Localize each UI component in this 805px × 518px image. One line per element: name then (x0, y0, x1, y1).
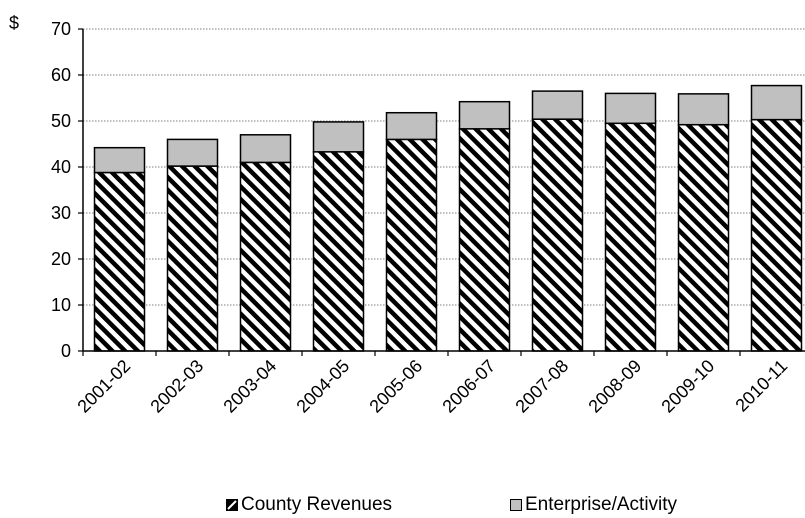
bar-county-revenues-2007-08 (531, 118, 584, 352)
bar-county-revenues-2001-02 (93, 171, 146, 352)
x-tick-label: 2009-10 (657, 356, 718, 417)
bar-county-revenues-2003-04 (239, 161, 292, 352)
y-tick-label: 40 (51, 157, 71, 177)
bar-enterprise-activity-2002-03 (166, 138, 219, 167)
bar-enterprise-activity-2008-09 (604, 92, 657, 125)
x-tick-label: 2008-09 (584, 356, 645, 417)
legend-label-county-revenues: County Revenues (241, 494, 393, 515)
legend-label-enterprise-activity: Enterprise/Activity (525, 494, 678, 515)
legend: County Revenues Enterprise/Activity (0, 494, 805, 518)
x-tick-label: 2010-11 (731, 356, 791, 416)
x-tick-label: 2005-06 (365, 356, 426, 417)
y-tick-label: 50 (51, 111, 71, 131)
bar-county-revenues-2002-03 (166, 165, 219, 352)
legend-swatch-county-revenues (226, 499, 238, 511)
legend-swatch-enterprise-activity (510, 499, 522, 511)
bar-enterprise-activity-2010-11 (750, 84, 803, 121)
y-tick-label: 0 (61, 341, 71, 361)
y-tick-label: 10 (51, 295, 71, 315)
y-axis-label: $ (9, 13, 19, 33)
x-tick-label: 2007-08 (511, 356, 572, 417)
bar-enterprise-activity-2004-05 (312, 121, 365, 153)
bar-enterprise-activity-2003-04 (239, 134, 292, 164)
bar-enterprise-activity-2001-02 (93, 146, 146, 174)
x-tick-label: 2004-05 (292, 356, 353, 417)
bar-county-revenues-2009-10 (677, 123, 730, 352)
y-tick-label: 20 (51, 249, 71, 269)
bar-enterprise-activity-2007-08 (531, 90, 584, 120)
x-tick-label: 2003-04 (219, 356, 280, 417)
bar-county-revenues-2010-11 (750, 118, 803, 352)
legend-item-county-revenues: County Revenues (226, 494, 392, 516)
y-tick-label: 60 (51, 65, 71, 85)
legend-item-enterprise-activity: Enterprise/Activity (510, 494, 677, 516)
bar-county-revenues-2004-05 (312, 151, 365, 352)
y-tick-label: 30 (51, 203, 71, 223)
bar-enterprise-activity-2009-10 (677, 93, 730, 126)
x-tick-label: 2006-07 (438, 356, 499, 417)
bar-county-revenues-2008-09 (604, 122, 657, 352)
x-tick-label: 2002-03 (146, 356, 207, 417)
y-tick-label: 70 (51, 19, 71, 39)
bars (93, 84, 803, 352)
x-tick-label: 2001-02 (73, 356, 134, 417)
bar-county-revenues-2005-06 (385, 138, 438, 352)
bar-county-revenues-2006-07 (458, 128, 511, 352)
bar-enterprise-activity-2005-06 (385, 111, 438, 141)
bar-enterprise-activity-2006-07 (458, 100, 511, 130)
